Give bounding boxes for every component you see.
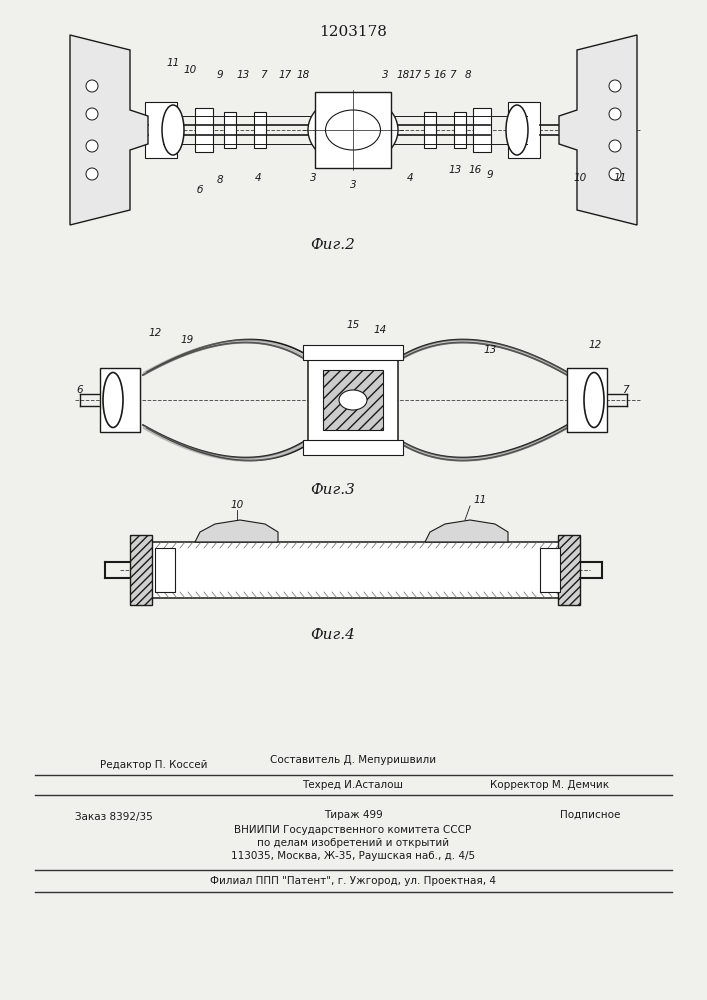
Text: Составитель Д. Мепуришвили: Составитель Д. Мепуришвили [270,755,436,765]
Text: 11: 11 [474,495,486,505]
Bar [308,355,398,445]
Bar [303,440,403,455]
Text: 5: 5 [423,70,431,80]
Text: 9: 9 [216,70,223,80]
Text: 9: 9 [486,170,493,180]
Ellipse shape [339,390,367,410]
Bar [323,370,383,430]
Bar [145,542,565,598]
Text: 7: 7 [449,70,455,80]
Circle shape [609,80,621,92]
Ellipse shape [325,110,380,150]
Ellipse shape [308,95,398,165]
Text: 7: 7 [621,385,629,395]
Ellipse shape [506,105,528,155]
Polygon shape [70,35,148,225]
Text: 12: 12 [148,328,162,338]
Text: Фиг.2: Фиг.2 [310,238,356,252]
Text: 113035, Москва, Ж-35, Раушская наб., д. 4/5: 113035, Москва, Ж-35, Раушская наб., д. … [231,851,475,861]
Text: 10: 10 [230,500,244,510]
Bar [224,112,236,148]
Text: 16: 16 [468,165,481,175]
Bar [303,345,403,360]
Bar [473,108,491,152]
Text: Корректор М. Демчик: Корректор М. Демчик [491,780,609,790]
Bar [315,92,391,168]
Circle shape [609,168,621,180]
Text: 8: 8 [216,175,223,185]
Text: Филиал ППП "Патент", г. Ужгород, ул. Проектная, 4: Филиал ППП "Патент", г. Ужгород, ул. Про… [210,876,496,886]
Text: 4: 4 [255,173,262,183]
Text: 1203178: 1203178 [319,25,387,39]
Text: 15: 15 [346,320,360,330]
Text: 13: 13 [236,70,250,80]
Text: 18: 18 [397,70,409,80]
Circle shape [609,140,621,152]
Circle shape [86,80,98,92]
Text: 16: 16 [433,70,447,80]
Text: Заказ 8392/35: Заказ 8392/35 [75,812,153,822]
Text: 8: 8 [464,70,472,80]
Circle shape [86,108,98,120]
Polygon shape [559,35,637,225]
Text: Техред И.Асталош: Техред И.Асталош [303,780,404,790]
Text: 3: 3 [382,70,388,80]
Text: 11: 11 [166,58,180,68]
Bar [558,535,580,605]
Text: 3: 3 [350,180,356,190]
Text: по делам изобретений и открытий: по делам изобретений и открытий [257,838,449,848]
Text: Подписное: Подписное [560,810,620,820]
Text: 4: 4 [407,173,414,183]
Text: 6: 6 [76,385,83,395]
Bar [254,112,266,148]
Bar [540,548,560,592]
Bar [508,102,540,158]
Bar [130,535,152,605]
Polygon shape [195,520,278,542]
Bar [567,368,607,432]
Ellipse shape [162,105,184,155]
Circle shape [609,108,621,120]
Text: 17: 17 [279,70,291,80]
Text: 3: 3 [310,173,316,183]
Bar [145,102,177,158]
Text: 13: 13 [484,345,496,355]
Bar [454,112,466,148]
Text: ВНИИПИ Государственного комитета СССР: ВНИИПИ Государственного комитета СССР [235,825,472,835]
Ellipse shape [584,372,604,428]
Text: 12: 12 [588,340,602,350]
Text: 10: 10 [573,173,587,183]
Polygon shape [425,520,508,542]
Bar [424,112,436,148]
Text: Фиг.3: Фиг.3 [310,483,356,497]
Ellipse shape [103,372,123,428]
Text: Тираж 499: Тираж 499 [324,810,382,820]
Bar [195,108,213,152]
Text: 13: 13 [448,165,462,175]
Bar [155,548,175,592]
Text: 11: 11 [614,173,626,183]
Text: 14: 14 [373,325,387,335]
Bar [100,368,140,432]
Text: б: б [197,185,203,195]
Text: Фиг.4: Фиг.4 [310,628,356,642]
Circle shape [86,168,98,180]
Text: 10: 10 [183,65,197,75]
Text: 17: 17 [409,70,421,80]
Text: 18: 18 [296,70,310,80]
Text: Редактор П. Коссей: Редактор П. Коссей [100,760,207,770]
Text: 19: 19 [180,335,194,345]
Circle shape [86,140,98,152]
Text: 7: 7 [259,70,267,80]
